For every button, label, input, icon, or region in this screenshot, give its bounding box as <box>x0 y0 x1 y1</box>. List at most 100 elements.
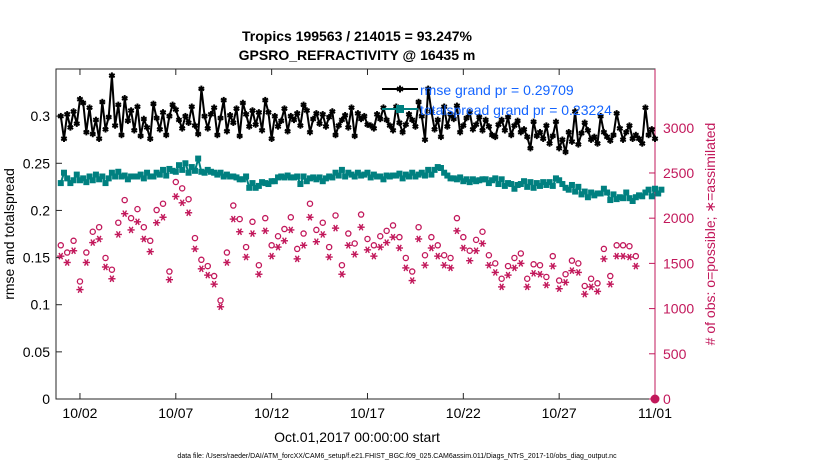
rmse-point <box>265 109 272 116</box>
totalspread-point <box>406 173 413 180</box>
possible-obs-point <box>383 227 390 235</box>
possible-obs-point <box>313 226 320 234</box>
rmse-point <box>469 126 477 133</box>
rmse-point <box>437 133 445 141</box>
rmse-point <box>491 133 499 141</box>
rmse-point <box>313 110 320 117</box>
totalspread-point <box>188 164 195 171</box>
rmse-point <box>338 116 346 124</box>
possible-obs-point <box>357 211 365 218</box>
assimilated-obs-point <box>338 270 346 278</box>
star-stroke <box>434 117 442 123</box>
rmse-point <box>127 107 135 114</box>
possible-obs-point <box>485 251 493 259</box>
rmse-point <box>399 128 406 136</box>
star-stroke <box>345 124 352 130</box>
star-stroke <box>230 120 237 126</box>
rmse-point <box>220 96 227 104</box>
assimilated-obs-point <box>172 193 180 200</box>
asterisk-stroke <box>167 276 172 284</box>
y2-tick-label: 0 <box>663 391 671 407</box>
star-stroke <box>121 95 128 101</box>
assimilated-obs-point <box>242 253 250 261</box>
totalspread-point <box>386 173 393 180</box>
rmse-point <box>613 110 620 117</box>
possible-obs-point <box>249 218 256 226</box>
rmse-point <box>549 132 557 140</box>
rmse-point <box>83 128 90 136</box>
star-stroke <box>153 115 160 121</box>
assimilated-obs-point <box>236 228 244 236</box>
assimilated-obs-point <box>89 239 97 247</box>
totalspread-point <box>294 173 301 180</box>
totalspread-point <box>441 169 448 176</box>
rmse-point <box>626 122 633 129</box>
star-stroke <box>581 120 588 126</box>
possible-obs-point <box>153 206 160 214</box>
asterisk-stroke <box>77 286 83 294</box>
asterisk-stroke <box>556 285 562 293</box>
rmse-point <box>255 109 263 116</box>
assimilated-obs-point <box>153 219 161 227</box>
star-stroke <box>536 129 544 135</box>
assimilated-obs-point <box>223 259 231 266</box>
rmse-point <box>105 113 112 121</box>
star-stroke <box>578 130 585 136</box>
assimilated-obs-point <box>325 253 333 261</box>
rmse-point <box>635 135 643 142</box>
totalspread-point <box>147 173 154 180</box>
totalspread-point <box>575 183 582 190</box>
totalspread-point <box>476 177 483 184</box>
star-stroke <box>396 120 403 126</box>
rmse-point <box>428 108 435 115</box>
assimilated-obs-point <box>210 280 218 288</box>
rmse-point <box>102 126 109 133</box>
star-stroke <box>361 113 368 119</box>
assimilated-obs-point <box>581 290 589 298</box>
rmse-point <box>297 122 304 129</box>
star-stroke <box>86 105 93 111</box>
rmse-point <box>223 128 231 135</box>
rmse-point <box>89 130 97 138</box>
asterisk-stroke <box>128 226 134 234</box>
assimilated-obs-point <box>446 264 455 272</box>
assimilated-obs-point <box>632 262 640 270</box>
assimilated-obs-point <box>472 247 480 255</box>
rmse-point <box>242 111 250 118</box>
star-stroke <box>166 113 173 119</box>
y-tick-label: 0.15 <box>23 250 50 266</box>
asterisk-stroke <box>58 252 64 260</box>
totalspread-point <box>207 168 214 175</box>
rmse-point <box>210 104 218 111</box>
totalspread-point <box>652 185 658 192</box>
asterisk-stroke <box>230 215 236 223</box>
star-stroke <box>645 132 652 138</box>
assimilated-obs-point <box>517 259 525 267</box>
rmse-point <box>175 116 183 124</box>
totalspread-point <box>607 197 614 204</box>
assimilated-obs-point <box>140 235 148 243</box>
possible-obs-point <box>351 240 358 247</box>
rmse-point <box>610 131 617 139</box>
asterisk-stroke <box>397 244 402 252</box>
rmse-point <box>546 140 553 147</box>
star-stroke <box>354 110 362 116</box>
totalspread-point <box>396 170 403 177</box>
star-stroke <box>332 132 339 138</box>
x-tick-label: 10/07 <box>158 405 193 421</box>
star-stroke <box>236 133 243 139</box>
assimilated-obs-point <box>414 235 423 243</box>
rmse-point <box>402 121 410 128</box>
star-stroke <box>629 136 636 142</box>
star-stroke <box>603 134 611 140</box>
assimilated-obs-point <box>383 239 391 247</box>
x-tick-label: 11/01 <box>638 405 672 421</box>
asterisk-stroke <box>307 213 313 221</box>
star-stroke <box>447 111 454 117</box>
rmse-point <box>555 145 563 152</box>
totalspread-point <box>227 173 234 180</box>
star-stroke <box>610 132 617 138</box>
assimilated-obs-point <box>344 241 352 249</box>
star-stroke <box>89 131 97 137</box>
rmse-point <box>447 111 454 118</box>
